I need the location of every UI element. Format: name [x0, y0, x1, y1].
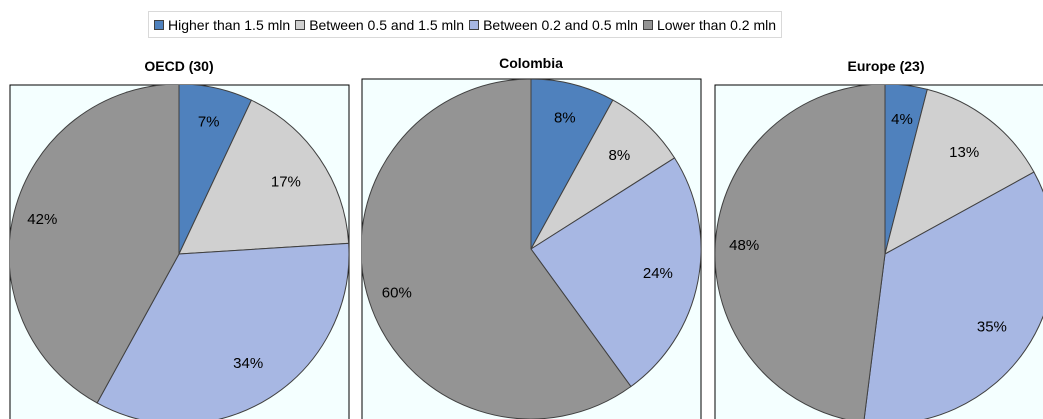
pie-slice-colombia-between-0-2-and-0-5-mln	[530, 157, 701, 388]
data-label-oecd-30-lower-than-0-2-mln: 42%	[27, 211, 57, 228]
legend-label-lower-than-0-2-mln: Lower than 0.2 mln	[656, 16, 777, 33]
panel-title-colombia: Colombia	[499, 55, 563, 71]
pie-panel-europe: 4% 13% 35% 48%	[714, 84, 1043, 419]
pie-slice-europe-23-lower-than-0-2-mln	[715, 85, 886, 419]
panel-title-oecd: OECD (30)	[144, 58, 214, 74]
pie-slice-oecd-30-between-0-2-and-0-5-mln	[96, 242, 349, 419]
data-label-colombia-between-0-5-and-1-5-mln: 8%	[609, 147, 631, 164]
legend-swatch-between-0-5-and-1-5-mln	[295, 19, 306, 30]
pie-panel-oecd: 7% 17% 34% 42%	[9, 84, 350, 419]
legend-swatch-higher-than-1-5-mln	[154, 19, 164, 30]
data-label-europe-23-lower-than-0-2-mln: 48%	[729, 237, 759, 254]
pie-slices-europe	[715, 85, 1043, 419]
legend-item-lower-than-0-2-mln: Lower than 0.2 mln	[642, 16, 777, 33]
pie-labels-europe: 4% 13% 35% 48%	[729, 111, 1007, 336]
data-label-europe-23-between-0-5-and-1-5-mln: 13%	[949, 144, 979, 161]
panel-title-europe: Europe (23)	[847, 58, 925, 74]
pie-slice-oecd-30-between-0-5-and-1-5-mln	[178, 99, 349, 255]
pie-slices-colombia	[362, 79, 701, 419]
data-label-colombia-higher-than-1-5-mln: 8%	[554, 109, 576, 126]
data-label-oecd-30-between-0-5-and-1-5-mln: 17%	[271, 173, 301, 190]
pie-slice-europe-23-between-0-2-and-0-5-mln	[863, 171, 1043, 419]
data-label-europe-23-between-0-2-and-0-5-mln: 35%	[977, 319, 1007, 336]
legend-item-between-0-5-and-1-5-mln: Between 0.5 and 1.5 mln	[295, 17, 464, 33]
pie-slices-oecd	[10, 85, 349, 419]
data-label-colombia-lower-than-0-2-mln: 60%	[382, 285, 412, 302]
pie-panel-colombia: 8% 8% 24% 60%	[361, 78, 702, 419]
legend-item-higher-than-1-5-mln: Higher than 1.5 mln	[154, 17, 290, 33]
legend-label-between-0-2-and-0-5-mln: Between 0.2 and 0.5 mln	[483, 16, 638, 33]
pie-labels-oecd: 7% 17% 34% 42%	[27, 113, 301, 372]
data-label-oecd-30-between-0-2-and-0-5-mln: 34%	[233, 355, 263, 372]
legend-label-between-0-5-and-1-5-mln: Between 0.5 and 1.5 mln	[309, 16, 465, 33]
pie-slice-oecd-30-lower-than-0-2-mln	[10, 85, 180, 404]
pie-labels-colombia: 8% 8% 24% 60%	[382, 109, 673, 301]
pie-slice-europe-23-between-0-5-and-1-5-mln	[884, 88, 1035, 255]
legend-swatch-lower-than-0-2-mln	[642, 19, 653, 30]
legend-item-between-0-2-and-0-5-mln: Between 0.2 and 0.5 mln	[469, 17, 638, 33]
data-label-oecd-30-higher-than-1-5-mln: 7%	[198, 113, 220, 130]
chart-legend: Higher than 1.5 mln Between 0.5 and 1.5 …	[148, 11, 783, 38]
legend-label-higher-than-1-5-mln: Higher than 1.5 mln	[168, 16, 291, 33]
pie-slice-colombia-lower-than-0-2-mln	[362, 79, 632, 419]
data-label-europe-23-higher-than-1-5-mln: 4%	[891, 111, 913, 128]
legend-swatch-between-0-2-and-0-5-mln	[469, 19, 480, 30]
data-label-colombia-between-0-2-and-0-5-mln: 24%	[643, 265, 673, 282]
